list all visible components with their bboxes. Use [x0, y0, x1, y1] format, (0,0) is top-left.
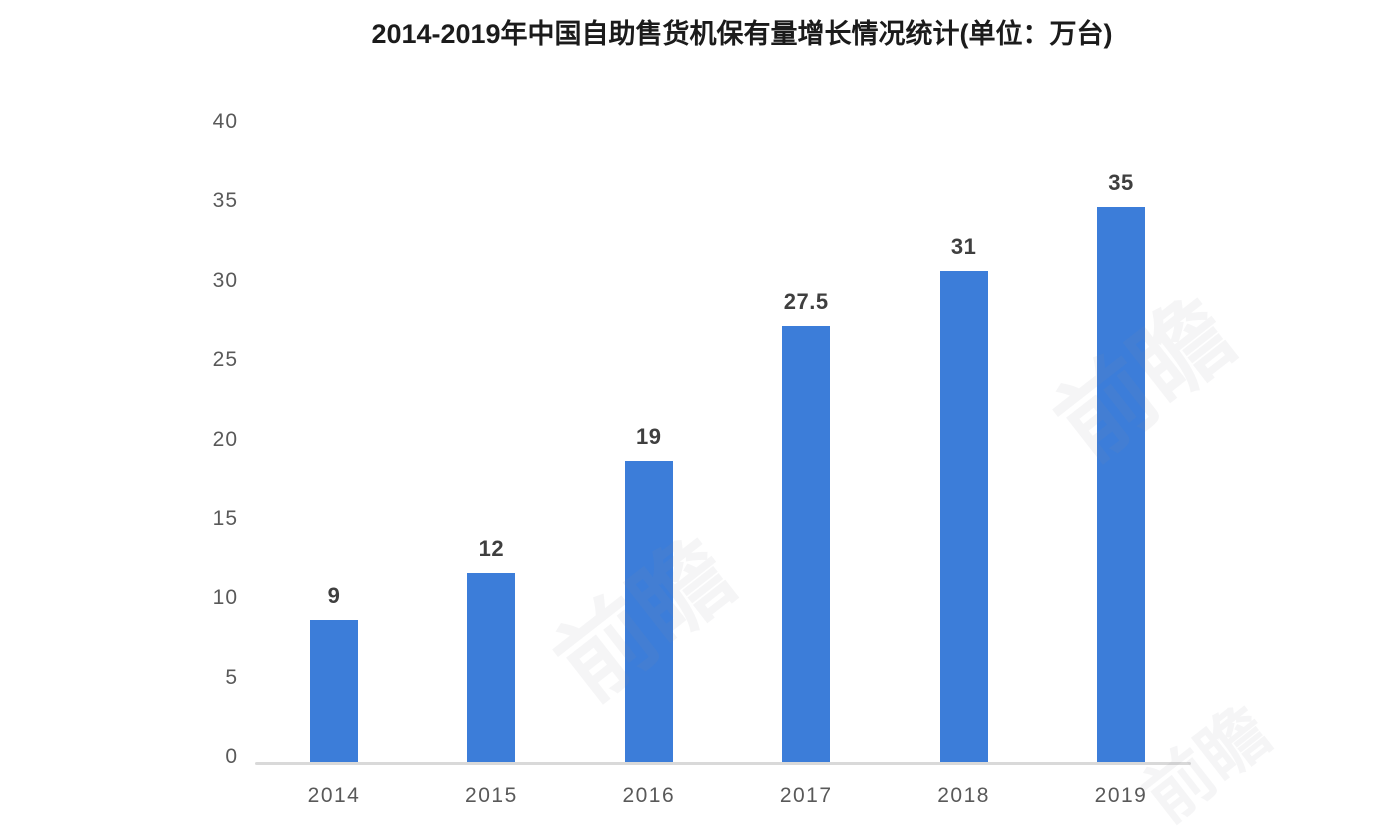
y-tick-label: 15 — [212, 506, 238, 530]
bar-2015 — [467, 572, 516, 763]
y-tick-label: 35 — [212, 189, 238, 213]
bar-value-label: 12 — [478, 535, 505, 561]
bar-value-label: 35 — [1108, 170, 1134, 196]
bar-value-label: 19 — [636, 424, 662, 450]
y-tick-label: 10 — [212, 586, 238, 610]
bar-2018 — [939, 270, 988, 763]
x-tick-label: 2015 — [465, 784, 518, 807]
bar-2014 — [310, 620, 358, 763]
x-tick-label: 2017 — [779, 784, 833, 807]
x-axis-line — [255, 762, 1191, 765]
bar-value-label: 31 — [950, 233, 977, 259]
bar-2019 — [1097, 207, 1145, 763]
bar-2016 — [624, 461, 673, 763]
x-tick-label: 2019 — [1094, 784, 1148, 807]
y-tick-label: 20 — [212, 427, 238, 451]
y-tick-label: 40 — [212, 110, 238, 133]
y-tick-label: 5 — [225, 665, 238, 689]
bar-value-label: 27.5 — [783, 289, 829, 315]
x-tick-label: 2016 — [622, 784, 676, 807]
x-tick-label: 2014 — [307, 784, 361, 807]
bar-value-label: 9 — [327, 583, 341, 609]
y-tick-label: 25 — [212, 348, 238, 372]
bar-2017 — [782, 326, 831, 763]
chart-title: 2014-2019年中国自助售货机保有量增长情况统计(单位：万台) — [371, 19, 1113, 49]
x-tick-label: 2018 — [937, 784, 990, 807]
y-tick-label: 0 — [225, 745, 238, 768]
y-tick-label: 30 — [212, 268, 238, 292]
